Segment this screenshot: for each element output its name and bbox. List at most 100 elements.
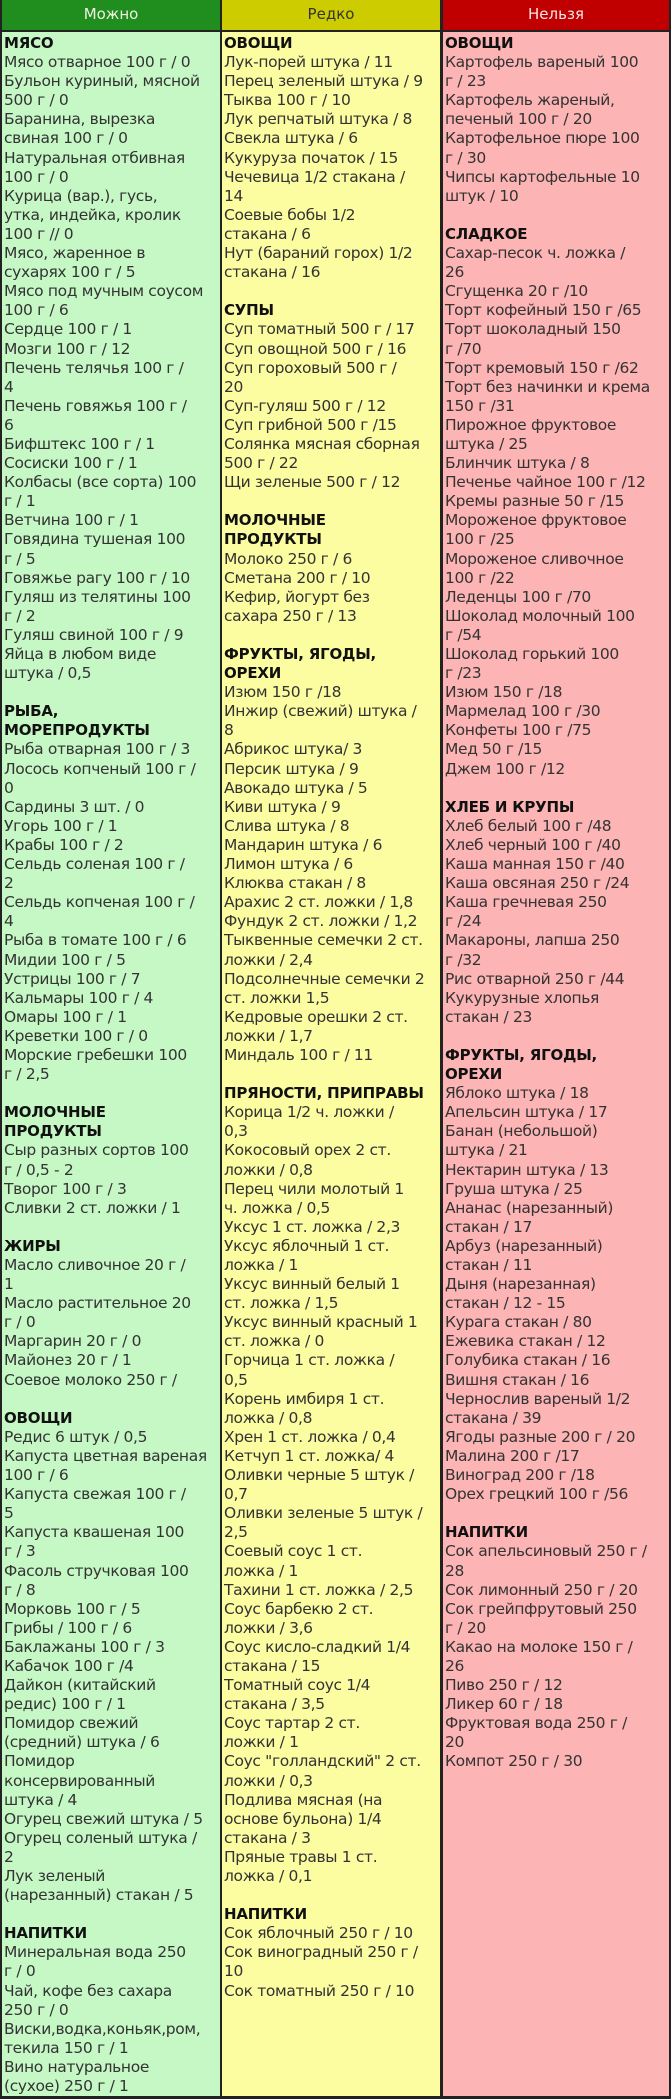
food-item-line: ст. ложки 1,5	[224, 988, 330, 1007]
food-item-line: ложка / 1	[224, 1256, 299, 1274]
food-item-line: Колбасы (все сорта) 100	[4, 473, 197, 492]
food-item-line: Лимон штука / 6	[224, 855, 353, 874]
food-item-line: Перец зеленый штука / 9	[224, 72, 423, 91]
section-title: ОВОЩИ	[224, 34, 293, 52]
item-list: Хлеб белый 100 г /48 Хлеб черный 100 г /4…	[445, 817, 669, 1027]
food-item-line: Соевое молоко 250 г /	[4, 1370, 177, 1389]
food-item-line: Клюква стакан / 8	[224, 874, 366, 893]
food-item-line: Масло сливочное 20 г /	[4, 1256, 186, 1274]
food-item-line: Мясо отварное 100 г / 0	[4, 53, 191, 72]
food-item-line: Крабы 100 г / 2	[4, 835, 124, 854]
food-item-line: г /70	[445, 339, 482, 358]
food-item-line: Сметана 200 г / 10	[224, 568, 371, 587]
item-list: Лук-порей штука / 11 Перец зеленый штука …	[224, 53, 440, 282]
food-item-line: Тыква 100 г / 10	[224, 91, 351, 110]
food-item-line: Хлеб белый 100 г /48	[445, 816, 612, 835]
food-item-line: Миндаль 100 г / 11	[224, 1045, 373, 1064]
food-item-line: Сок грейпфрутовый 250	[445, 1599, 637, 1618]
food-item-line: Соевый соус 1 ст.	[224, 1542, 363, 1561]
food-item-line: 10	[224, 1962, 244, 1981]
food-item-line: Сливки 2 ст. ложки / 1	[4, 1198, 181, 1217]
food-item-line: Подлива мясная (на	[224, 1790, 383, 1809]
food-item-line: Торт без начинки и крема	[445, 377, 650, 396]
food-item-line: Рыба в томате 100 г / 6	[4, 931, 187, 950]
food-item-line: ложки / 2,4	[224, 950, 313, 969]
food-item-line: Минеральная вода 250	[4, 1943, 186, 1962]
food-item-line: Томатный соус 1/4	[224, 1676, 371, 1695]
section-title: НАПИТКИ	[224, 1905, 307, 1924]
food-item-line: Сельдь соленая 100 г /	[4, 855, 185, 874]
section-title: ОВОЩИ	[4, 1408, 73, 1427]
food-item-line: Кукурузные хлопья	[445, 988, 600, 1007]
food-item-line: Баклажаны 100 г / 3	[4, 1637, 165, 1656]
food-item-line: Чай, кофе без сахара	[4, 1981, 172, 2000]
food-item-line: г / 3	[4, 1542, 36, 1561]
food-item-line: Нектарин штука / 13	[445, 1160, 609, 1179]
section-title: ОРЕХИ	[445, 1065, 503, 1084]
food-item-line: Сок виноградный 250 г /	[224, 1943, 418, 1962]
food-item-line: штука / 4	[4, 1790, 78, 1809]
food-item-line: Кремы разные 50 г /15	[445, 492, 624, 511]
food-item-line: Инжир (свежий) штука /	[224, 702, 417, 721]
food-item-line: Перец чили молотый 1	[224, 1179, 404, 1198]
food-item-line: 100 г / 0	[4, 167, 69, 186]
section-allowed-vegetables: ОВОЩИ Редис 6 штук / 0,5 Капуста цветная …	[4, 1409, 220, 1905]
food-item-line: Помидор	[4, 1752, 75, 1771]
food-item-line: Виски,водка,коньяк,ром,	[4, 2019, 201, 2038]
item-list: Изюм 150 г /18 Инжир (свежий) штука /8 Абр…	[224, 683, 440, 1065]
food-item-line: Рис отварной 250 г /44	[445, 969, 625, 988]
food-item-line: г / 0,5 - 2	[4, 1160, 74, 1179]
food-item-line: Говядина тушеная 100	[4, 530, 186, 549]
food-item-line: штука / 25	[445, 434, 528, 453]
food-item-line: Угорь 100 г / 1	[4, 816, 118, 835]
food-item-line: стакан / 17	[445, 1217, 532, 1236]
food-item-line: 500 г / 0	[4, 91, 69, 110]
food-item-line: Гуляш свиной 100 г / 9	[4, 625, 184, 644]
section-title: МОЛОЧНЫЕ	[224, 511, 326, 530]
food-item-line: стакана / 15	[224, 1656, 321, 1675]
food-item-line: Сок томатный 250 г / 10	[224, 1981, 415, 2000]
food-item-line: Горчица 1 ст. ложка /	[224, 1351, 395, 1370]
food-item-line: Шоколад горький 100	[445, 645, 619, 663]
food-item-line: (средний) штука / 6	[4, 1733, 160, 1752]
food-item-line: Кедровые орешки 2 ст.	[224, 1007, 408, 1026]
food-item-line: (нарезанный) стакан / 5	[4, 1886, 194, 1905]
food-item-line: Сардины 3 шт. / 0	[4, 797, 145, 816]
section-forbidden-fruits: ФРУКТЫ, ЯГОДЫ, ОРЕХИ Яблоко штука / 18 Ап…	[445, 1046, 669, 1504]
food-item-line: г / 2	[4, 606, 36, 625]
food-item-line: стакана / 6	[224, 224, 311, 243]
item-list: Рыба отварная 100 г / 3 Лосось копченый 1…	[4, 740, 220, 1084]
food-item-line: Мороженое сливочное	[445, 549, 624, 568]
food-item-line: ложки / 1,7	[224, 1026, 313, 1045]
food-item-line: Морские гребешки 100	[4, 1045, 187, 1064]
food-item-line: Редис 6 штук / 0,5	[4, 1427, 148, 1446]
food-item-line: г / 23	[445, 72, 486, 91]
section-rarely-vegetables: ОВОЩИ Лук-порей штука / 11 Перец зеленый …	[224, 34, 440, 282]
item-list: Суп томатный 500 г / 17 Суп овощной 500 г…	[224, 320, 440, 492]
food-item-line: сахара 250 г / 13	[224, 606, 357, 625]
food-item-line: Огурец соленый штука /	[4, 1828, 197, 1847]
food-item-line: 20	[224, 377, 244, 396]
food-item-line: Изюм 150 г /18	[445, 683, 563, 702]
food-item-line: стакана / 3,5	[224, 1695, 325, 1714]
food-item-line: ст. ложка / 1,5	[224, 1294, 339, 1313]
food-item-line: Курага стакан / 80	[445, 1313, 592, 1332]
food-item-line: Майонез 20 г / 1	[4, 1351, 132, 1370]
food-item-line: 8	[224, 721, 234, 740]
food-item-line: Творог 100 г / 3	[4, 1179, 127, 1198]
food-item-line: Суп овощной 500 г / 16	[224, 339, 407, 358]
food-item-line: Сгущенка 20 г /10	[445, 282, 588, 301]
food-item-line: Ликер 60 г / 18	[445, 1695, 563, 1714]
food-item-line: стакан / 12 - 15	[445, 1294, 566, 1313]
food-item-line: Виноград 200 г /18	[445, 1466, 595, 1485]
food-item-line: Дыня (нарезанная)	[445, 1275, 596, 1294]
food-item-line: ч. ложка / 0,5	[224, 1198, 331, 1217]
food-item-line: г / 20	[445, 1618, 486, 1637]
food-item-line: Гуляш из телятины 100	[4, 587, 191, 606]
food-item-line: Фруктовая вода 250 г /	[445, 1714, 627, 1733]
food-item-line: Груша штука / 25	[445, 1179, 583, 1198]
food-item-line: Соус "голландский" 2 ст.	[224, 1752, 421, 1771]
food-item-line: Картофель вареный 100	[445, 53, 639, 72]
food-item-line: Пирожное фруктовое	[445, 415, 617, 434]
